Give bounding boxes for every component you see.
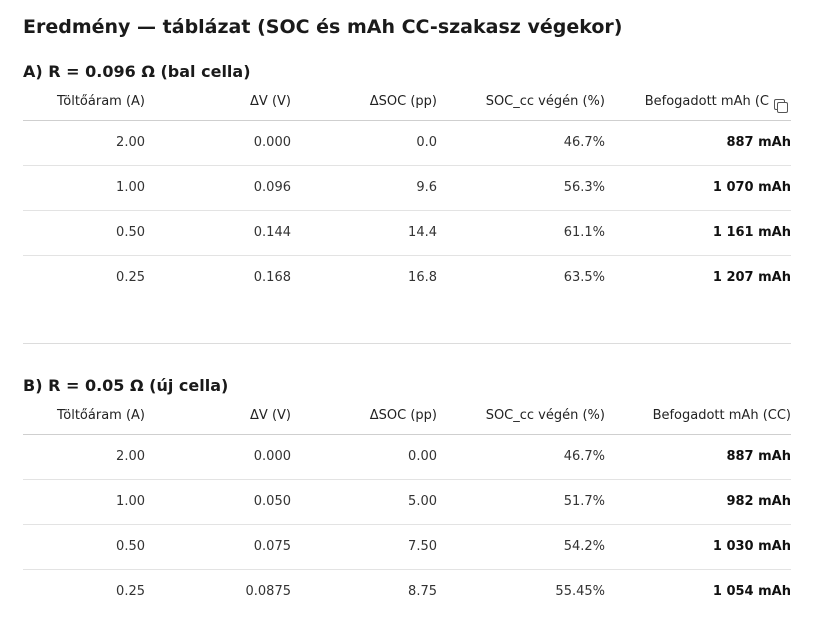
section-b-title: B) R = 0.05 Ω (új cella) [23, 376, 229, 395]
cell-mah: 1 054 mAh [712, 584, 791, 599]
col-header-dsoc: ΔSOC (pp) [291, 84, 437, 121]
cell-dsoc: 16.8 [408, 270, 437, 285]
section-divider [23, 343, 791, 344]
cell-mah: 1 161 mAh [605, 210, 791, 256]
table-row: 1.00 0.050 5.00 51.7% 982 mAh [23, 479, 791, 525]
cell-soc: 46.7% [437, 120, 605, 166]
col-header-current: Töltőáram (A) [23, 84, 145, 121]
cell-soc: 63.5% [563, 270, 605, 285]
table-row: 0.25 0.168 16.8 63.5% 1 207 mAh [23, 256, 791, 301]
table-row: 2.00 0.000 0.0 46.7% 887 mAh [23, 120, 791, 166]
cell-soc: 51.7% [437, 479, 605, 525]
col-header-soc: SOC_cc végén (%) [437, 84, 605, 121]
col-header-dv: ΔV (V) [145, 84, 291, 121]
col-header-mah: Befogadott mAh (C [605, 84, 791, 121]
table-row: 0.50 0.075 7.50 54.2% 1 030 mAh [23, 524, 791, 570]
cell-dv: 0.000 [145, 120, 291, 166]
table-a: Töltőáram (A) ΔV (V) ΔSOC (pp) SOC_cc vé… [23, 84, 791, 300]
cell-current: 0.25 [116, 270, 145, 285]
table-b-header-row: Töltőáram (A) ΔV (V) ΔSOC (pp) SOC_cc vé… [23, 398, 791, 435]
cell-current: 1.00 [23, 165, 145, 211]
cell-dsoc: 9.6 [291, 165, 437, 211]
cell-mah: 1 207 mAh [712, 270, 791, 285]
cell-mah: 982 mAh [605, 479, 791, 525]
section-a: A) R = 0.096 Ω (bal cella) Töltőáram (A)… [23, 60, 791, 300]
table-a-header-row: Töltőáram (A) ΔV (V) ΔSOC (pp) SOC_cc vé… [23, 84, 791, 121]
table-row: 1.00 0.096 9.6 56.3% 1 070 mAh [23, 165, 791, 211]
cell-mah: 887 mAh [605, 434, 791, 480]
col-header-current: Töltőáram (A) [23, 398, 145, 435]
cell-dsoc: 14.4 [291, 210, 437, 256]
cell-dv: 0.050 [145, 479, 291, 525]
col-header-dsoc: ΔSOC (pp) [291, 398, 437, 435]
cell-soc: 46.7% [437, 434, 605, 480]
cell-current: 2.00 [23, 120, 145, 166]
copy-icon-front-square [777, 102, 788, 113]
page-title: Eredmény — táblázat (SOC és mAh CC-szaka… [23, 16, 623, 38]
table-row: 0.25 0.0875 8.75 55.45% 1 054 mAh [23, 570, 791, 615]
cell-mah: 887 mAh [605, 120, 791, 166]
cell-current: 2.00 [23, 434, 145, 480]
cell-current: 0.50 [23, 524, 145, 570]
col-header-dv: ΔV (V) [145, 398, 291, 435]
col-header-mah: Befogadott mAh (CC) [605, 398, 791, 435]
cell-dsoc: 7.50 [291, 524, 437, 570]
cell-dv: 0.144 [145, 210, 291, 256]
col-header-soc: SOC_cc végén (%) [437, 398, 605, 435]
cell-soc: 54.2% [437, 524, 605, 570]
cell-dv: 0.000 [145, 434, 291, 480]
cell-soc: 61.1% [437, 210, 605, 256]
cell-dv: 0.168 [253, 270, 291, 285]
cell-dv: 0.096 [145, 165, 291, 211]
cell-dv: 0.075 [145, 524, 291, 570]
cell-dsoc: 8.75 [408, 584, 437, 599]
table-row: 2.00 0.000 0.00 46.7% 887 mAh [23, 434, 791, 480]
table-b: Töltőáram (A) ΔV (V) ΔSOC (pp) SOC_cc vé… [23, 398, 791, 614]
cell-dv: 0.0875 [245, 584, 292, 599]
table-row: 0.50 0.144 14.4 61.1% 1 161 mAh [23, 210, 791, 256]
copy-icon[interactable] [772, 99, 788, 113]
cell-soc: 55.45% [555, 584, 605, 599]
cell-current: 1.00 [23, 479, 145, 525]
cell-soc: 56.3% [437, 165, 605, 211]
section-a-title: A) R = 0.096 Ω (bal cella) [23, 62, 251, 81]
cell-current: 0.50 [23, 210, 145, 256]
cell-mah: 1 070 mAh [605, 165, 791, 211]
cell-dsoc: 5.00 [291, 479, 437, 525]
section-b: B) R = 0.05 Ω (új cella) Töltőáram (A) Δ… [23, 374, 791, 614]
cell-mah: 1 030 mAh [605, 524, 791, 570]
cell-current: 0.25 [116, 584, 145, 599]
cell-dsoc: 0.0 [291, 120, 437, 166]
cell-dsoc: 0.00 [291, 434, 437, 480]
col-header-mah-label: Befogadott mAh (C [644, 94, 769, 109]
